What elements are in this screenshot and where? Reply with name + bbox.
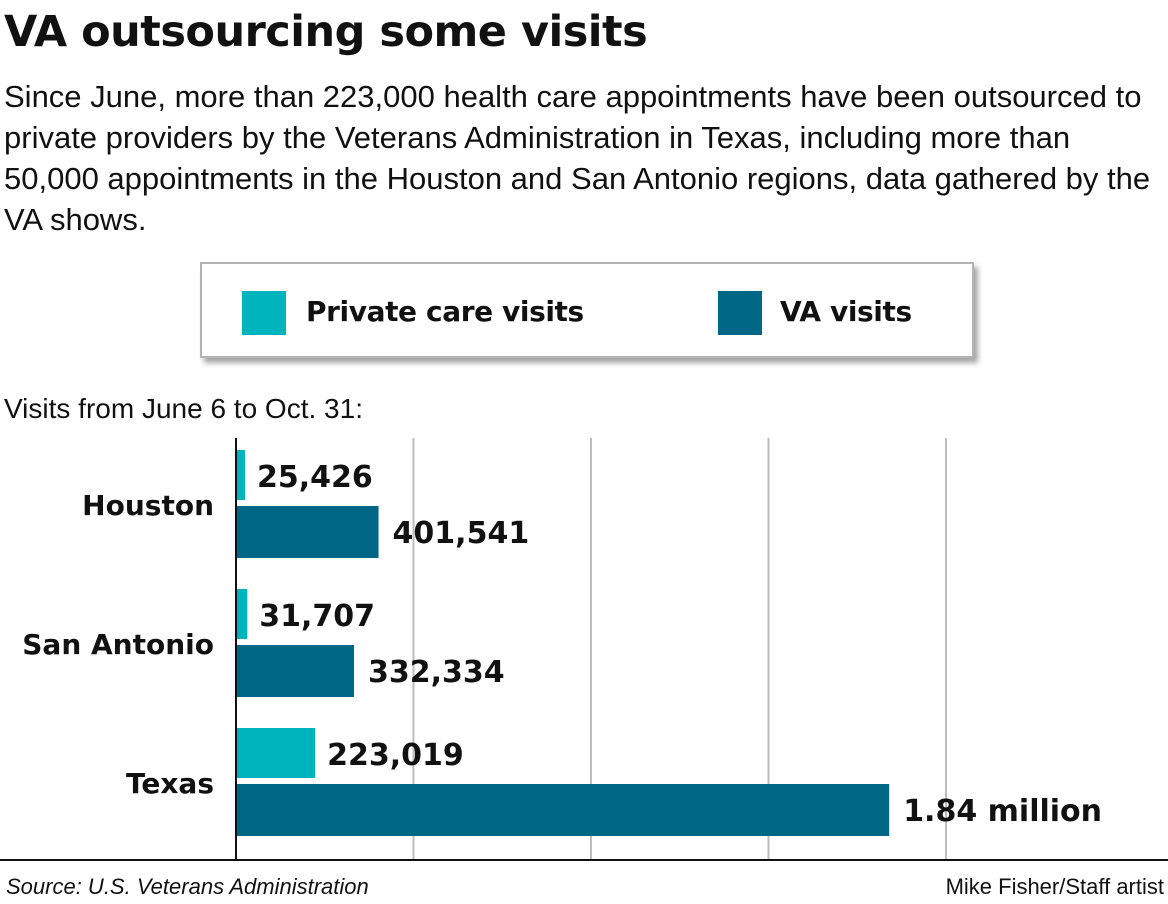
category-label: Houston bbox=[82, 489, 214, 522]
data-label-private-care: 25,426 bbox=[257, 460, 373, 495]
category-label: Texas bbox=[126, 767, 214, 800]
legend: Private care visits VA visits bbox=[200, 262, 974, 358]
data-label-private-care: 223,019 bbox=[327, 738, 464, 773]
legend-swatch-va bbox=[718, 291, 762, 335]
legend-label-va: VA visits bbox=[780, 295, 912, 328]
chart-title: VA outsourcing some visits bbox=[4, 7, 648, 57]
bar-private-care bbox=[236, 728, 316, 778]
chart-caption: Visits from June 6 to Oct. 31: bbox=[4, 393, 363, 424]
category-label: San Antonio bbox=[22, 628, 214, 661]
data-label-private-care: 31,707 bbox=[259, 599, 375, 634]
bar-va bbox=[236, 784, 890, 836]
bar-private-care bbox=[236, 589, 248, 639]
legend-label-private-care: Private care visits bbox=[306, 295, 584, 328]
data-label-va: 332,334 bbox=[368, 655, 505, 690]
bar-va bbox=[236, 645, 354, 697]
chart-subtitle: Since June, more than 223,000 health car… bbox=[4, 79, 1151, 237]
bar-va bbox=[236, 506, 379, 558]
legend-swatch-private-care bbox=[242, 291, 286, 335]
bar-private-care bbox=[236, 450, 246, 500]
artist-credit: Mike Fisher/Staff artist bbox=[945, 874, 1164, 899]
source-note: Source: U.S. Veterans Administration bbox=[6, 874, 369, 899]
data-label-va: 1.84 million bbox=[903, 794, 1102, 829]
data-label-va: 401,541 bbox=[393, 516, 530, 551]
